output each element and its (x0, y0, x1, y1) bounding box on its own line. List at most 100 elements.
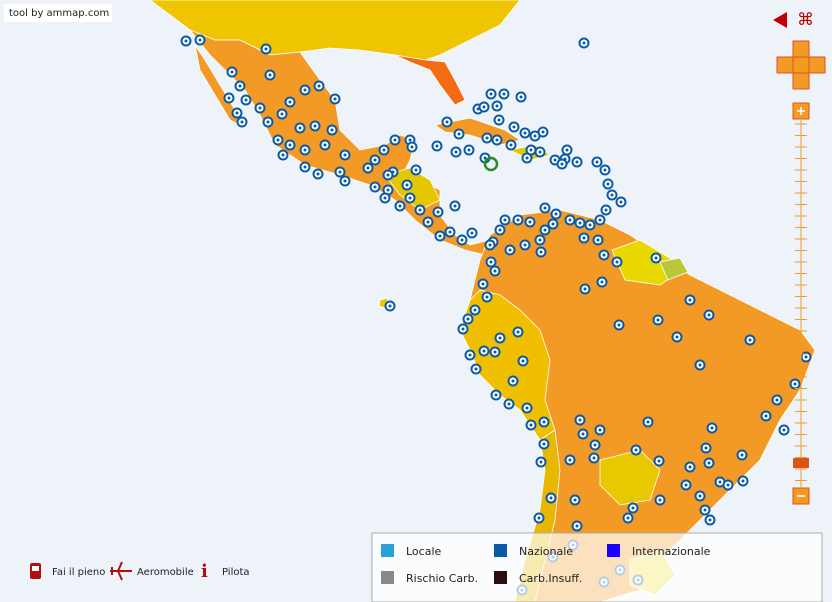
airport-dot (474, 367, 478, 371)
airport-dot (498, 228, 502, 232)
airport-dot (602, 253, 606, 257)
country (394, 54, 466, 106)
airport-dot (298, 126, 302, 130)
airport-dot (461, 327, 465, 331)
airport-dot (238, 84, 242, 88)
zoom-handle[interactable] (793, 458, 809, 468)
airport-dot (303, 165, 307, 169)
credit-box (4, 4, 112, 22)
airport-dot (482, 349, 486, 353)
airport-dot (470, 231, 474, 235)
airport-dot (523, 131, 527, 135)
airport-dot (708, 518, 712, 522)
airport-dot (598, 218, 602, 222)
airport-dot (658, 498, 662, 502)
aircraft-button[interactable]: Aeromobile (110, 561, 194, 581)
airport-dot (258, 106, 262, 110)
airport-dot (596, 238, 600, 242)
airport-dot (281, 153, 285, 157)
airport-dot (316, 172, 320, 176)
zoom-control (792, 102, 810, 505)
selected-airport[interactable] (483, 156, 499, 172)
airport-dot (280, 112, 284, 116)
airport-dot (373, 185, 377, 189)
airport-dot (303, 148, 307, 152)
airport-dot (568, 218, 572, 222)
airport-dot (600, 280, 604, 284)
button-label[interactable]: Pilota (222, 567, 250, 578)
pan-down[interactable] (792, 72, 810, 90)
credit[interactable]: tool by ammap.com (9, 8, 109, 19)
button-label[interactable]: Fai il pieno (52, 567, 105, 578)
pan-left[interactable] (776, 56, 794, 74)
airport-dot (502, 92, 506, 96)
airport-dot (398, 204, 402, 208)
pilot-button[interactable]: i Pilota (201, 561, 250, 582)
airport-dot (519, 95, 523, 99)
airport-dot (538, 150, 542, 154)
airport-dot (386, 173, 390, 177)
pan-home[interactable] (792, 56, 810, 74)
svg-text:i: i (201, 561, 208, 582)
airport-dot (588, 223, 592, 227)
airport-dot (264, 47, 268, 51)
airport-dot (606, 182, 610, 186)
airport-dot (617, 323, 621, 327)
airport-dot (489, 92, 493, 96)
airport-dot (654, 256, 658, 260)
airport-dot (539, 250, 543, 254)
airport-dot (688, 298, 692, 302)
airport-dot (418, 208, 422, 212)
airport-dot (512, 125, 516, 129)
airport-dot (235, 111, 239, 115)
airport-dot (388, 304, 392, 308)
airport-dot (707, 313, 711, 317)
airport-dot (405, 183, 409, 187)
pan-control (776, 40, 826, 90)
airport-dot (675, 335, 679, 339)
airport-dot (511, 379, 515, 383)
pan-up[interactable] (792, 40, 810, 58)
back-icon[interactable] (773, 12, 787, 28)
fuel-button[interactable]: Fai il pieno (30, 563, 105, 579)
airport-dot (468, 353, 472, 357)
airport-dot (538, 238, 542, 242)
airport-dot (494, 393, 498, 397)
airport-dot (460, 238, 464, 242)
airport-dot (408, 138, 412, 142)
pan-right[interactable] (808, 56, 826, 74)
airport-dot (595, 160, 599, 164)
airport-dot (603, 168, 607, 172)
airport-dot (657, 459, 661, 463)
airport-dot (467, 148, 471, 152)
airport-dot (542, 442, 546, 446)
airport-dot (457, 132, 461, 136)
airport-dot (551, 222, 555, 226)
button-label[interactable]: Aeromobile (137, 567, 194, 578)
airport-dot (615, 260, 619, 264)
airport-dot (330, 128, 334, 132)
airport-dot (568, 458, 572, 462)
airport-dot (276, 138, 280, 142)
airport-dot (230, 70, 234, 74)
airport-dot (529, 423, 533, 427)
airport-dot (598, 428, 602, 432)
airport-dot (485, 295, 489, 299)
airport-dot (582, 236, 586, 240)
airport-dot (619, 200, 623, 204)
airport-dot (698, 494, 702, 498)
airport-dot (775, 398, 779, 402)
airport-dot (489, 260, 493, 264)
airport-dot (553, 158, 557, 162)
command-icon[interactable]: ⌘ (797, 10, 814, 30)
legend (371, 532, 823, 602)
airport-dot (525, 406, 529, 410)
airport-dot (268, 73, 272, 77)
country (149, 0, 521, 61)
airport-dot (525, 156, 529, 160)
airport-dot (466, 317, 470, 321)
airport-dot (646, 420, 650, 424)
airport-dot (741, 479, 745, 483)
airport-dot (793, 382, 797, 386)
airport-dot (782, 428, 786, 432)
